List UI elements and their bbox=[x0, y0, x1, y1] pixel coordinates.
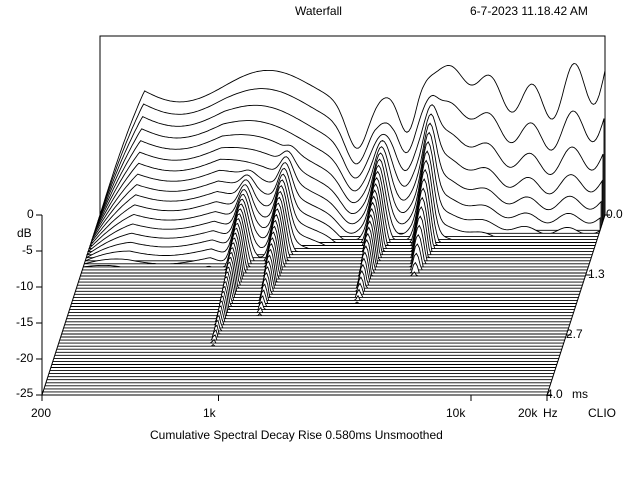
decay-slice bbox=[64, 309, 570, 326]
x-tick-label: 10k bbox=[446, 406, 466, 420]
y-tick-label: -25 bbox=[16, 386, 34, 400]
decay-slice bbox=[80, 232, 586, 277]
decay-slice bbox=[85, 208, 591, 262]
decay-slice bbox=[68, 290, 574, 314]
y-tick-label: -5 bbox=[22, 243, 33, 257]
decay-slice bbox=[69, 285, 575, 311]
chart-title: Waterfall bbox=[295, 4, 342, 18]
decay-slice bbox=[78, 242, 584, 283]
x-tick-label: 1k bbox=[203, 406, 216, 420]
decay-slice bbox=[67, 295, 573, 317]
z-axis-label: ms bbox=[572, 387, 588, 401]
decay-slice bbox=[75, 256, 581, 292]
decay-slice bbox=[81, 227, 587, 274]
decay-slice bbox=[79, 237, 585, 280]
decay-slice bbox=[70, 280, 576, 307]
decay-slice bbox=[65, 305, 571, 323]
decay-slice bbox=[73, 266, 579, 298]
y-tick-label: -15 bbox=[16, 315, 34, 329]
x-tick-label: 20k bbox=[518, 406, 538, 420]
decay-slice bbox=[61, 324, 567, 335]
decay-slice bbox=[59, 334, 565, 341]
z-tick-label: 1.3 bbox=[588, 267, 605, 281]
decay-slice bbox=[62, 319, 568, 332]
decay-slice bbox=[74, 261, 580, 295]
x-axis-label: Hz bbox=[543, 406, 558, 420]
decay-slice bbox=[72, 271, 578, 301]
decay-slice bbox=[76, 251, 582, 289]
z-tick-label: 2.7 bbox=[566, 327, 583, 341]
decay-slice bbox=[66, 300, 572, 320]
x-tick-label: 200 bbox=[31, 406, 52, 420]
decay-slice bbox=[77, 247, 583, 286]
decay-slice bbox=[71, 276, 577, 304]
decay-slice bbox=[58, 338, 564, 344]
decay-slice bbox=[83, 218, 589, 268]
z-tick-label: 4.0 bbox=[546, 387, 563, 401]
z-tick-label: 0.0 bbox=[606, 207, 623, 221]
y-axis-label: dB bbox=[17, 226, 32, 240]
decay-slice bbox=[82, 222, 588, 271]
chart-caption: Cumulative Spectral Decay Rise 0.580ms U… bbox=[150, 428, 443, 442]
decay-slice bbox=[63, 314, 569, 329]
y-tick-label: 0 bbox=[27, 207, 34, 221]
brand-label: CLIO bbox=[588, 406, 617, 420]
timestamp: 6-7-2023 11.18.42 AM bbox=[470, 4, 588, 18]
decay-slice bbox=[85, 202, 592, 259]
decay-slices bbox=[42, 63, 606, 396]
decay-slice bbox=[84, 213, 590, 265]
y-tick-label: -10 bbox=[16, 279, 34, 293]
decay-slice bbox=[57, 344, 563, 347]
decay-slice bbox=[60, 329, 566, 338]
y-tick-label: -20 bbox=[16, 351, 34, 365]
